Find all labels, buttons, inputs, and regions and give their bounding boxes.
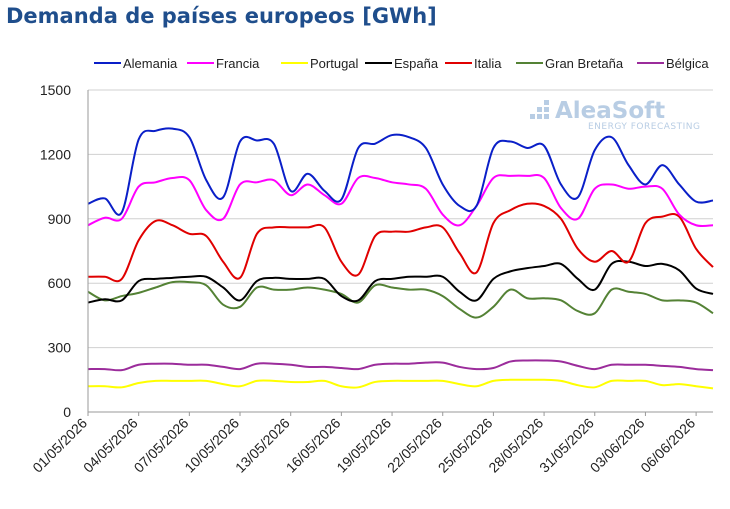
series-line-gran-bretana [87, 280, 714, 319]
legend: Alemania Francia Portugal España Italia Gran … [94, 56, 709, 71]
series-line-francia [87, 174, 714, 228]
chart-title: Demanda de países europeos [GWh] [6, 4, 437, 28]
series-line-alemania [87, 127, 714, 216]
y-tick-label: 900 [48, 211, 72, 227]
series-lines [87, 127, 714, 390]
y-tick-label: 600 [48, 275, 72, 291]
legend-label: Alemania [123, 56, 178, 71]
legend-label: Bélgica [666, 56, 709, 71]
legend-label: Francia [216, 56, 260, 71]
series-line-portugal [87, 378, 714, 390]
x-axis-ticks: 01/05/202604/05/202607/05/202610/05/2026… [29, 412, 698, 476]
legend-item-gran-bretana: Gran Bretaña [516, 56, 624, 71]
aleasoft-logo-icon [530, 100, 549, 119]
series-line-espana [87, 259, 714, 304]
y-tick-label: 1500 [40, 82, 71, 98]
legend-item-alemania: Alemania [94, 56, 178, 71]
y-axis-ticks: 0 300 600 900 1200 1500 [40, 82, 71, 420]
y-tick-label: 300 [48, 340, 72, 356]
series-line-italia [87, 202, 714, 283]
y-tick-label: 1200 [40, 146, 71, 162]
watermark: AleaSoft ENERGY FORECASTING [530, 98, 700, 132]
legend-item-italia: Italia [445, 56, 502, 71]
y-tick-label: 0 [63, 404, 71, 420]
legend-item-belgica: Bélgica [637, 56, 709, 71]
series-line-belgica [87, 359, 714, 372]
legend-label: Italia [474, 56, 502, 71]
watermark-brand: AleaSoft [555, 98, 665, 124]
watermark-tagline: ENERGY FORECASTING [588, 122, 700, 132]
legend-label: España [394, 56, 439, 71]
legend-label: Portugal [310, 56, 359, 71]
legend-item-francia: Francia [187, 56, 260, 71]
legend-item-portugal: Portugal [281, 56, 359, 71]
x-tick-label: 06/06/2026 [637, 415, 698, 476]
legend-label: Gran Bretaña [545, 56, 624, 71]
legend-item-espana: España [365, 56, 439, 71]
axes [87, 90, 713, 413]
